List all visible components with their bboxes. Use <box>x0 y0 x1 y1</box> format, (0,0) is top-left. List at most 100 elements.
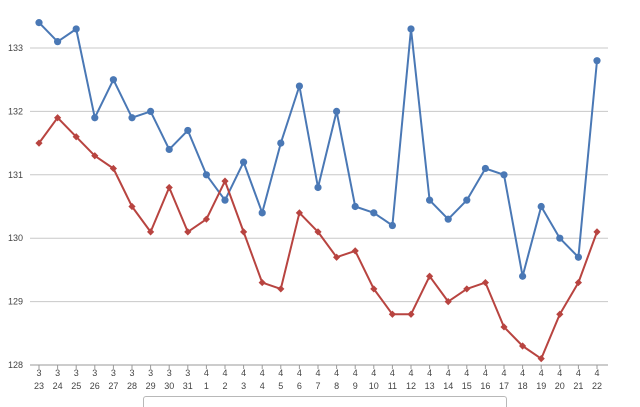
x-tick-label-day: 17 <box>499 381 509 391</box>
data-point <box>388 221 396 230</box>
y-tick-label: 129 <box>8 297 23 307</box>
x-tick-label-day: 2 <box>222 381 227 391</box>
y-tick-label: 132 <box>8 106 23 116</box>
data-point <box>574 253 583 261</box>
data-point <box>109 164 117 173</box>
data-point <box>221 196 229 204</box>
x-tick-label-month: 4 <box>557 368 562 378</box>
x-tick-label-month: 4 <box>390 368 395 378</box>
x-tick-label-month: 4 <box>539 368 544 378</box>
x-tick-label-month: 3 <box>36 368 41 378</box>
x-tick-label-month: 4 <box>204 368 209 378</box>
data-point <box>351 247 359 255</box>
x-tick-label-day: 25 <box>71 381 81 391</box>
x-tick-label-day: 7 <box>315 381 320 391</box>
x-tick-label-month: 4 <box>222 368 227 378</box>
data-point <box>184 126 192 135</box>
y-axis-tick-labels: 128 129 130 131 132 133 <box>8 43 23 370</box>
x-tick-label-month: 3 <box>92 368 97 378</box>
x-tick-label-day: 27 <box>108 381 118 391</box>
y-tick-label: 128 <box>8 360 23 370</box>
data-point <box>221 177 229 185</box>
data-point <box>519 342 527 350</box>
x-tick-label-month: 4 <box>483 368 488 378</box>
data-point <box>258 278 266 287</box>
data-point <box>463 285 471 293</box>
series-2 <box>35 114 601 363</box>
x-tick-label-month: 4 <box>427 368 432 378</box>
series-lines <box>35 19 601 363</box>
x-tick-label-day: 15 <box>462 381 472 391</box>
data-point <box>240 158 248 166</box>
x-tick-label-month: 4 <box>576 368 581 378</box>
data-point <box>556 234 564 242</box>
data-point <box>481 278 489 287</box>
x-tick-label-day: 18 <box>518 381 528 391</box>
x-tick-label-day: 12 <box>406 381 416 391</box>
x-tick-label-day: 6 <box>297 381 302 391</box>
x-tick-label-month: 3 <box>111 368 116 378</box>
data-point <box>388 310 396 318</box>
x-tick-label-month: 3 <box>55 368 60 378</box>
x-tick-label-day: 5 <box>278 381 283 391</box>
data-point <box>333 253 341 261</box>
x-tick-label-day: 8 <box>334 381 339 391</box>
data-point <box>537 202 545 211</box>
data-point <box>128 202 136 211</box>
x-tick-label-month: 4 <box>260 368 265 378</box>
data-point <box>72 133 80 141</box>
x-tick-label-day: 4 <box>260 381 265 391</box>
x-tick-label-month: 4 <box>594 368 599 378</box>
data-point <box>314 183 322 192</box>
data-point <box>351 202 359 211</box>
x-tick-label-day: 16 <box>480 381 490 391</box>
x-tick-label-day: 31 <box>183 381 193 391</box>
data-point <box>426 196 434 204</box>
legend-frame <box>143 396 507 407</box>
data-point <box>165 145 173 154</box>
data-point <box>91 114 99 122</box>
data-point <box>258 209 266 217</box>
data-point <box>72 25 80 33</box>
data-point <box>426 272 434 280</box>
x-tick-label-month: 4 <box>501 368 506 378</box>
x-tick-label-day: 30 <box>164 381 174 391</box>
data-point <box>574 278 582 287</box>
data-point <box>202 215 210 223</box>
y-tick-label: 131 <box>8 170 23 180</box>
x-tick-label-day: 13 <box>425 381 435 391</box>
data-point <box>537 355 545 363</box>
y-tick-label: 133 <box>8 43 23 53</box>
x-tick-label-month: 4 <box>241 368 246 378</box>
x-tick-label-month: 3 <box>148 368 153 378</box>
x-tick-label-month: 4 <box>334 368 339 378</box>
x-tick-label-day: 26 <box>90 381 100 391</box>
data-point <box>128 114 136 122</box>
data-point <box>202 171 210 179</box>
x-tick-label-month: 4 <box>315 368 320 378</box>
data-point <box>184 228 192 236</box>
data-point <box>54 114 62 122</box>
x-tick-label-day: 29 <box>146 381 156 391</box>
x-tick-label-month: 4 <box>446 368 451 378</box>
x-tick-label-day: 19 <box>536 381 546 391</box>
data-point <box>333 107 341 115</box>
data-point <box>500 171 508 179</box>
series-1 <box>35 19 601 280</box>
data-point <box>500 323 508 331</box>
data-point <box>593 228 601 236</box>
data-point <box>109 76 117 84</box>
data-point <box>295 82 303 90</box>
x-tick-label-month: 4 <box>371 368 376 378</box>
x-tick-label-day: 21 <box>573 381 583 391</box>
x-tick-label-month: 3 <box>74 368 79 378</box>
x-tick-label-month: 4 <box>353 368 358 378</box>
data-point <box>35 19 43 27</box>
x-tick-label-day: 1 <box>204 381 209 391</box>
data-point <box>519 272 527 280</box>
data-point <box>463 196 471 204</box>
x-tick-label-day: 10 <box>369 381 379 391</box>
x-tick-label-day: 23 <box>34 381 44 391</box>
data-point <box>147 228 155 236</box>
